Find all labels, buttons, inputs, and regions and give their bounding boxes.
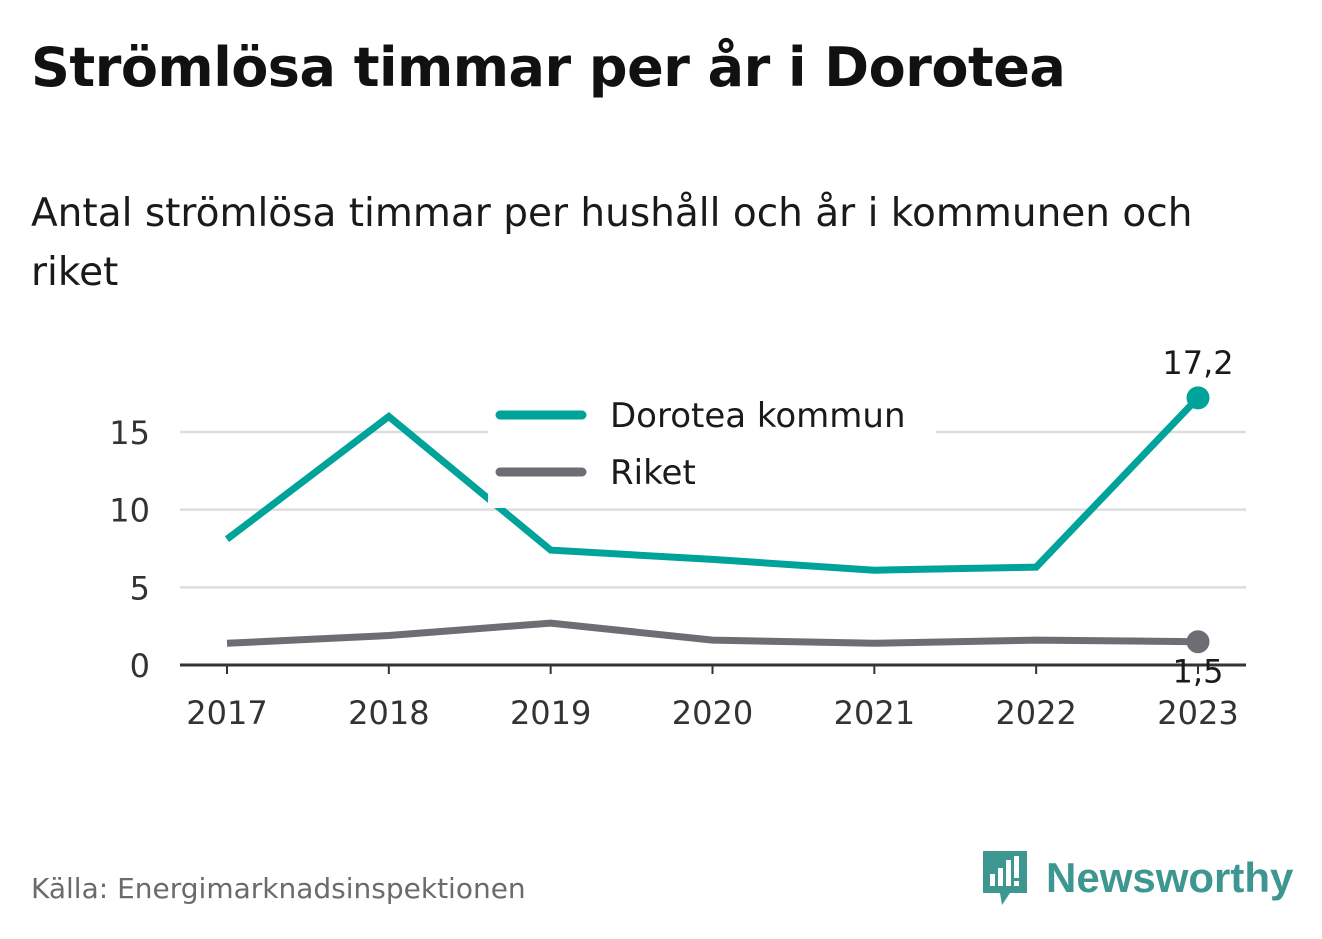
end-value-label: 17,2 <box>1162 344 1233 382</box>
x-tick-label: 2020 <box>672 694 753 732</box>
chart-title: Strömlösa timmar per år i Dorotea <box>31 36 1066 99</box>
x-tick-label: 2023 <box>1157 694 1238 732</box>
series-line-riket <box>226 619 1199 647</box>
source-note: Källa: Energimarknadsinspektionen <box>31 872 526 905</box>
end-point-marker <box>1186 630 1210 654</box>
y-tick-label: 0 <box>130 647 150 685</box>
x-tick-label: 2017 <box>186 694 267 732</box>
y-tick-label: 15 <box>109 414 150 452</box>
series-line-dorotea-kommun <box>224 395 1201 574</box>
logo-text: Newsworthy <box>1046 854 1294 901</box>
legend-label: Dorotea kommun <box>610 396 906 436</box>
x-tick-label: 2019 <box>510 694 591 732</box>
x-tick-label: 2022 <box>995 694 1076 732</box>
x-tick-label: 2018 <box>348 694 429 732</box>
end-value-label: 1,5 <box>1173 653 1224 691</box>
end-point-marker <box>1186 386 1210 410</box>
newsworthy-logo: Newsworthy <box>980 848 1293 908</box>
line-chart: 0 5 10 15 2017 2018 2019 2020 2021 2022 2023 Dorote… <box>109 344 1246 732</box>
legend-label: Riket <box>610 453 696 493</box>
y-tick-label: 10 <box>109 492 150 530</box>
y-tick-label: 5 <box>130 569 150 607</box>
chart-subtitle: Antal strömlösa timmar per hushåll och å… <box>31 191 1193 295</box>
newsworthy-logo-icon <box>983 851 1027 905</box>
legend-background <box>488 378 936 508</box>
x-tick-label: 2021 <box>834 694 915 732</box>
